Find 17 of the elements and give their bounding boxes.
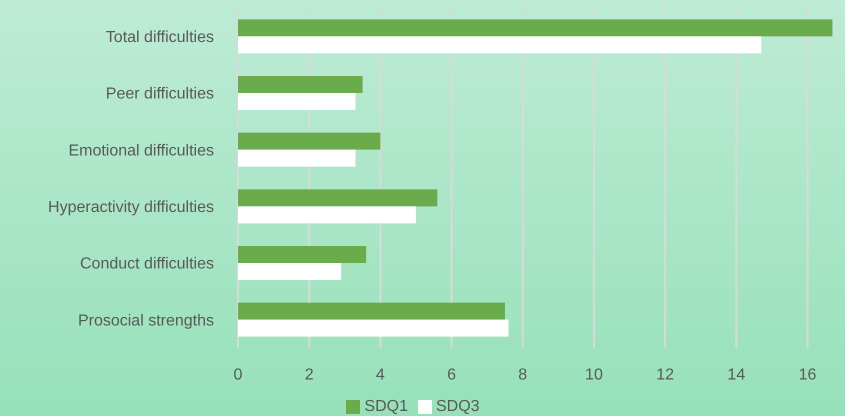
y-tick-label: Total difficulties: [106, 29, 214, 46]
x-tick-label: 14: [727, 366, 746, 384]
x-tick-label: 0: [234, 366, 243, 384]
x-tick-label: 10: [585, 366, 603, 384]
x-tick-label: 2: [304, 366, 314, 384]
y-tick-label: Prosocial strengths: [78, 312, 214, 330]
legend-label: SDQ1: [364, 398, 408, 415]
y-tick-label: Conduct difficulties: [80, 256, 214, 273]
y-tick-label: Peer difficulties: [106, 86, 214, 103]
x-tick-label: 4: [376, 366, 385, 384]
y-tick-label: Emotional difficulties: [68, 142, 214, 160]
x-tick-label: 16: [798, 366, 817, 384]
x-tick-label: 6: [447, 366, 456, 384]
x-tick-label: 8: [518, 366, 528, 384]
x-tick-label: 12: [656, 366, 674, 384]
legend-label: SDQ3: [436, 398, 480, 415]
y-tick-label: Hyperactivity difficulties: [48, 199, 214, 216]
